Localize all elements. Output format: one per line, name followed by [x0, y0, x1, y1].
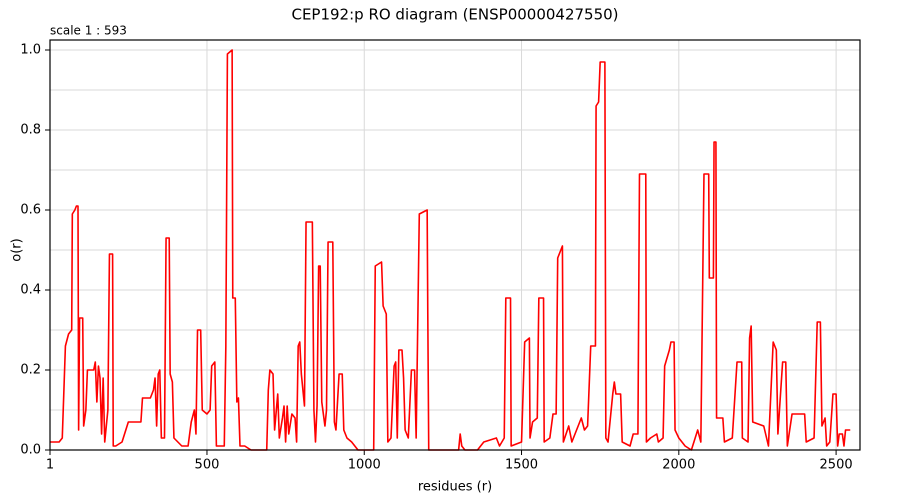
y-tick-label: 0.2	[20, 363, 41, 378]
y-tick-label: 1.0	[20, 43, 41, 58]
x-tick-label: 2000	[662, 458, 695, 473]
scale-label: scale 1 : 593	[50, 24, 127, 38]
y-tick-label: 0.8	[20, 123, 41, 138]
plot-frame	[49, 39, 861, 451]
x-tick-label: 1000	[348, 458, 381, 473]
y-tick-label: 0.4	[20, 283, 41, 298]
chart-title: CEP192:p RO diagram (ENSP00000427550)	[291, 6, 618, 24]
x-tick-label: 1	[46, 458, 54, 473]
y-axis-label: o(r)	[10, 238, 25, 261]
data-line	[50, 49, 851, 451]
x-tick-label: 500	[195, 458, 220, 473]
y-tick-label: 0.6	[20, 203, 41, 218]
x-tick-label: 2500	[820, 458, 853, 473]
y-tick-label: 0.0	[20, 443, 41, 458]
x-tick-label: 1500	[505, 458, 538, 473]
x-axis-label: residues (r)	[418, 480, 492, 495]
